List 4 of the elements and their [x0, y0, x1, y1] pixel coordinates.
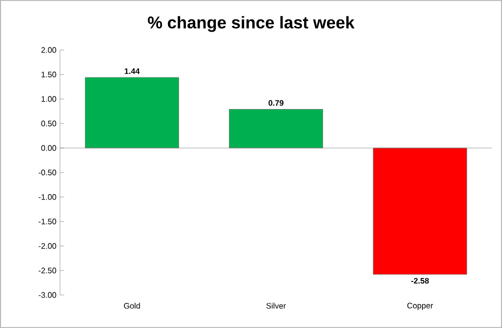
chart-title: % change since last week — [148, 16, 355, 32]
bar — [373, 148, 468, 275]
bar — [85, 77, 179, 148]
bar — [229, 109, 323, 148]
